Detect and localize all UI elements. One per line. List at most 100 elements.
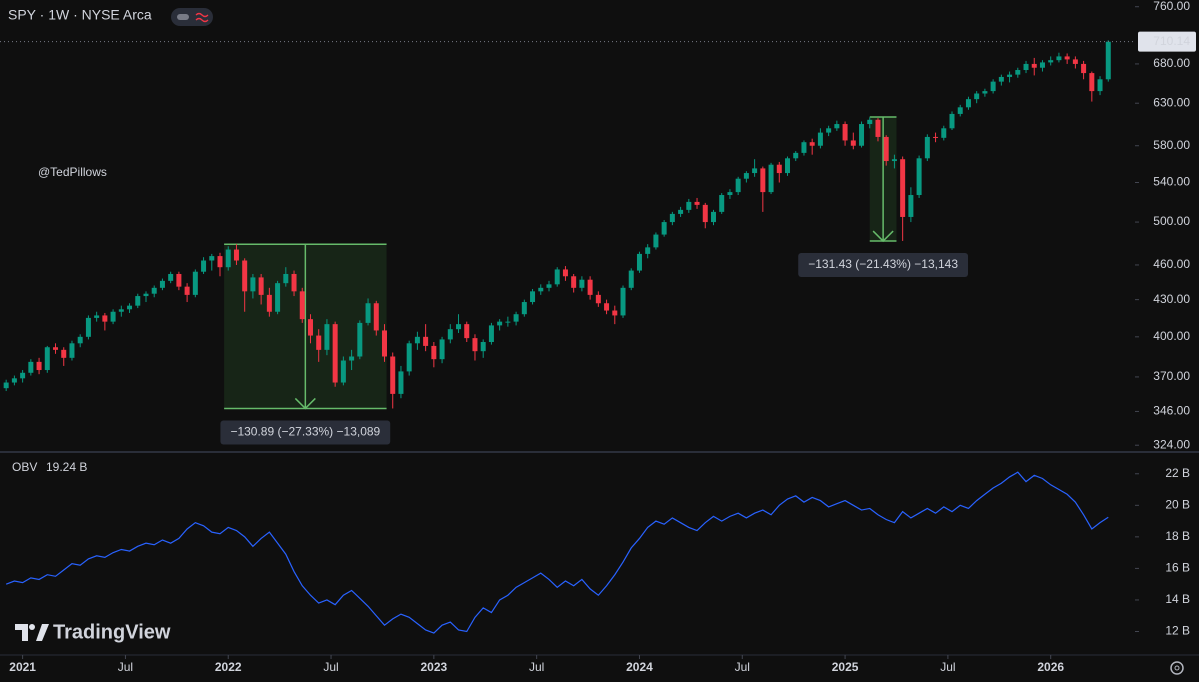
y-tick-label: 760.00	[1153, 0, 1190, 13]
candle-body	[159, 280, 165, 288]
candle-body	[743, 173, 749, 179]
x-tick-label: 2022	[215, 660, 242, 674]
measure-label: −131.43 (−21.43%) −13,143	[798, 253, 969, 278]
candle-body	[143, 293, 149, 297]
candle-body	[464, 324, 470, 339]
y-tick-label: 460.00	[1153, 257, 1190, 271]
candle-body	[768, 164, 774, 193]
candle-body	[998, 76, 1004, 82]
measure-arrowhead	[294, 397, 316, 410]
title-pill[interactable]	[171, 8, 213, 26]
candle-body	[859, 124, 865, 146]
candle-body	[562, 269, 568, 277]
candle-body	[785, 158, 791, 174]
candle-body	[1072, 59, 1078, 64]
logo-dot	[29, 624, 35, 630]
candle-body	[414, 336, 420, 344]
candle-body	[44, 347, 50, 371]
x-tick-label: 2021	[9, 660, 36, 674]
candle-body	[661, 222, 667, 235]
candle-body	[497, 321, 503, 326]
y-tick-label: 400.00	[1153, 329, 1190, 343]
candle-body	[307, 319, 313, 336]
y-tick-label: 22 B	[1165, 466, 1190, 480]
indicator-name: OBV	[12, 460, 37, 474]
y-tick-label: 540.00	[1153, 175, 1190, 189]
y-tick-label: 630.00	[1153, 95, 1190, 109]
candle-body	[924, 136, 930, 159]
candle-body	[53, 347, 59, 350]
candle-body	[373, 303, 379, 331]
candle-body	[916, 158, 922, 196]
candle-body	[3, 382, 9, 389]
candle-body	[390, 356, 396, 394]
candle-body	[382, 330, 388, 357]
candle-body	[176, 273, 182, 287]
candle-body	[1048, 60, 1054, 63]
y-tick-label: 20 B	[1165, 497, 1190, 511]
candle-body	[209, 256, 215, 261]
measure-label-text: −131.43 (−21.43%) −13,143	[808, 257, 958, 271]
candle-body	[250, 277, 256, 292]
candle-body	[299, 291, 305, 320]
candle-body	[1023, 63, 1029, 71]
settings-icon[interactable]	[1170, 661, 1184, 675]
candle-body	[571, 276, 577, 288]
candle-body	[456, 324, 462, 330]
candle-body	[192, 271, 198, 295]
candle-body	[324, 324, 330, 350]
candle-body	[102, 315, 108, 322]
candle-body	[447, 329, 453, 340]
candle-body	[965, 99, 971, 108]
candle-body	[776, 164, 782, 174]
candle-body	[480, 342, 486, 352]
y-tick-label: 430.00	[1153, 292, 1190, 306]
y-tick-label: 580.00	[1153, 138, 1190, 152]
settings-icon-center[interactable]	[1174, 665, 1180, 671]
candle-body	[1056, 56, 1062, 61]
candle-body	[982, 91, 988, 94]
y-tick-label: 500.00	[1153, 214, 1190, 228]
indicator-value: 19.24 B	[46, 460, 87, 474]
candle-body	[612, 310, 618, 316]
candle-body	[233, 249, 239, 261]
candle-body	[941, 128, 947, 138]
candle-body	[875, 119, 881, 137]
candle-body	[94, 315, 100, 318]
y-tick-label: 680.00	[1153, 56, 1190, 70]
candle-body	[974, 93, 980, 100]
candle-body	[645, 247, 651, 254]
candle-body	[801, 142, 807, 153]
candle-body	[242, 260, 248, 292]
candle-body	[406, 343, 412, 372]
pill-bg[interactable]	[171, 8, 213, 26]
brand-text: TradingView	[53, 621, 171, 643]
measure-arrowhead	[872, 230, 894, 243]
pill-icon[interactable]	[195, 12, 209, 23]
candle-body	[1097, 79, 1103, 92]
candle-body	[957, 107, 963, 114]
candle-body	[554, 269, 560, 285]
measure-label-bg	[220, 420, 391, 445]
candle-body	[694, 201, 700, 205]
candle-body	[513, 314, 519, 322]
x-tick-label: 2024	[626, 660, 653, 674]
candle-body	[135, 296, 141, 306]
logo-slash	[36, 624, 49, 641]
candle-body	[1031, 63, 1037, 68]
candle-body	[710, 211, 716, 223]
candle-body	[752, 168, 758, 174]
candle-body	[431, 345, 437, 360]
candle-body	[332, 324, 338, 383]
y-tick-label: 18 B	[1165, 529, 1190, 543]
candle-body	[291, 273, 297, 292]
candle-body	[69, 343, 75, 358]
brand-logo: TradingView	[15, 621, 171, 643]
candle-body	[653, 234, 659, 248]
pill-toggle[interactable]	[177, 14, 189, 20]
candle-body	[110, 311, 116, 322]
candle-body	[11, 378, 17, 383]
